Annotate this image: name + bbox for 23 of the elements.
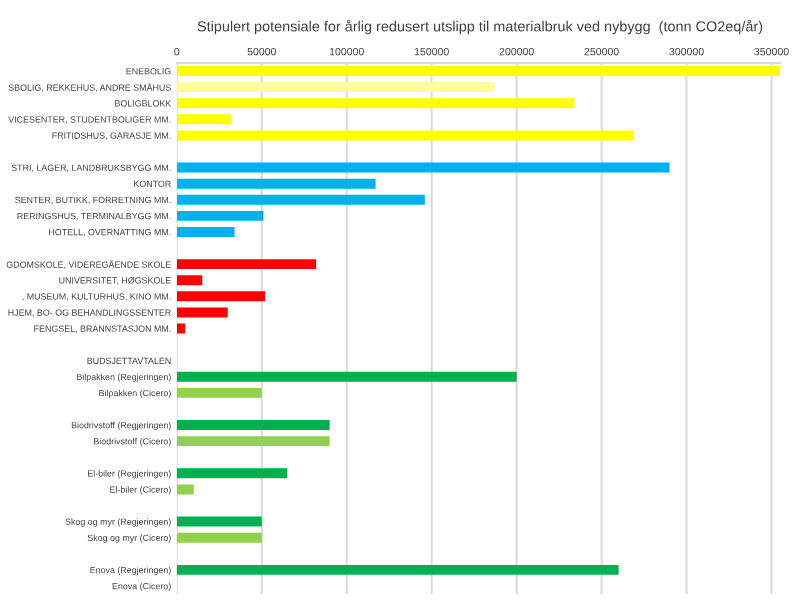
bar <box>176 130 634 141</box>
bar <box>176 291 266 302</box>
bar <box>176 178 376 189</box>
bar <box>176 226 235 237</box>
bar <box>176 114 232 125</box>
bar <box>176 387 262 398</box>
bar <box>176 436 330 447</box>
bar <box>176 371 517 382</box>
bar <box>176 420 330 431</box>
bar <box>176 194 425 205</box>
bar <box>176 66 780 77</box>
bar <box>176 516 262 527</box>
bar <box>176 275 203 286</box>
bar <box>176 162 670 173</box>
bar <box>176 259 317 270</box>
bar <box>176 210 264 221</box>
bar <box>176 468 288 479</box>
bar <box>176 564 619 575</box>
bar <box>176 98 575 109</box>
bar <box>176 307 228 318</box>
bar <box>176 532 262 543</box>
bar <box>176 82 495 93</box>
bar <box>176 484 194 495</box>
